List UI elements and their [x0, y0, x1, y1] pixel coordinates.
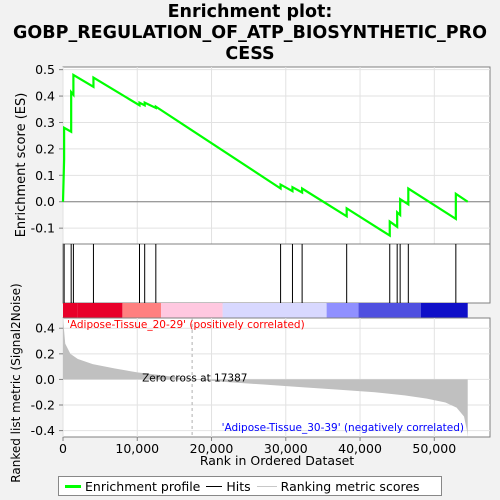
es-tick-label: 0.1 [35, 168, 55, 183]
metric-y-axis-label: Ranked list metric (Signal2Noise) [9, 283, 23, 482]
es-tick-label: 0.2 [35, 141, 55, 156]
x-axis: 0 10,000 20,000 30,000 40,000 50,000 [59, 437, 456, 456]
heat-segment [326, 303, 359, 318]
ranking-metric-area [63, 318, 468, 437]
es-tick-label: -0.1 [31, 221, 55, 236]
heat-segment [161, 303, 223, 318]
hits-panel [62, 243, 491, 304]
heat-segment [222, 303, 327, 318]
metric-tick-label: 0.0 [35, 372, 55, 387]
x-tick-label: 10,000 [115, 441, 159, 456]
es-tick-label: 0.3 [35, 115, 55, 130]
x-axis-label: Rank in Ordered Dataset [200, 453, 354, 468]
es-tick-label: 0.0 [35, 194, 55, 209]
heat-segment [63, 303, 78, 318]
hits-area [62, 243, 491, 304]
heat-segment [420, 303, 468, 318]
x-tick-label: 0 [59, 441, 67, 456]
metric-tick-label: 0.4 [35, 321, 55, 336]
chart-title-line-3: CESS [225, 44, 275, 64]
legend-enrichment-profile: Enrichment profile [65, 479, 200, 494]
metric-tick-label: 0.2 [35, 346, 55, 361]
legend-hits: Hits [206, 478, 251, 494]
legend-enrichment-swatch [65, 484, 81, 488]
x-tick-label: 30,000 [264, 441, 308, 456]
chart-title-line-1: Enrichment plot: [167, 2, 333, 22]
legend-hits-swatch [206, 485, 223, 487]
legend-enrichment-label: Enrichment profile [85, 478, 201, 494]
heat-segment [358, 303, 421, 318]
es-panel: -0.1 0.0 0.1 0.2 0.3 0.4 0.5 [31, 62, 491, 245]
heatmap-bar [63, 303, 468, 318]
metric-tick-label: -0.4 [31, 423, 55, 438]
negative-correlation-label: 'Adipose-Tissue_30-39' (negatively corre… [222, 422, 464, 434]
zero-cross-label: Zero cross at 17387 [142, 372, 247, 384]
es-y-axis-label: Enrichment score (ES) [14, 93, 29, 238]
enrichment-profile-line [61, 72, 469, 238]
x-tick-label: 20,000 [190, 441, 234, 456]
chart-title-line-2: GOBP_REGULATION_OF_ATP_BIOSYNTHETIC_PRO [13, 23, 487, 43]
legend-hits-label: Hits [226, 478, 251, 494]
metric-tick-label: -0.2 [31, 398, 55, 413]
legend-ranking-metric: Ranking metric scores [256, 478, 420, 494]
positive-correlation-label: 'Adipose-Tissue_20-29' (positively corre… [67, 319, 305, 331]
legend-ranking-label: Ranking metric scores [280, 478, 420, 494]
heat-segment [77, 303, 123, 318]
chart-title: Enrichment plot: GOBP_REGULATION_OF_ATP_… [0, 2, 500, 65]
x-tick-label: 40,000 [338, 441, 382, 456]
x-tick-label: 50,000 [412, 441, 456, 456]
legend: Enrichment profile Hits Ranking metric s… [58, 476, 442, 496]
legend-ranking-swatch [256, 485, 277, 487]
es-tick-label: 0.4 [35, 89, 55, 104]
ranking-metric-panel: -0.4 -0.2 0.0 0.2 0.4 Zero cross at 17387 'Adi… [31, 317, 491, 438]
es-plot-area [62, 66, 491, 245]
heat-segment [122, 303, 162, 318]
es-tick-label: 0.5 [35, 62, 55, 77]
